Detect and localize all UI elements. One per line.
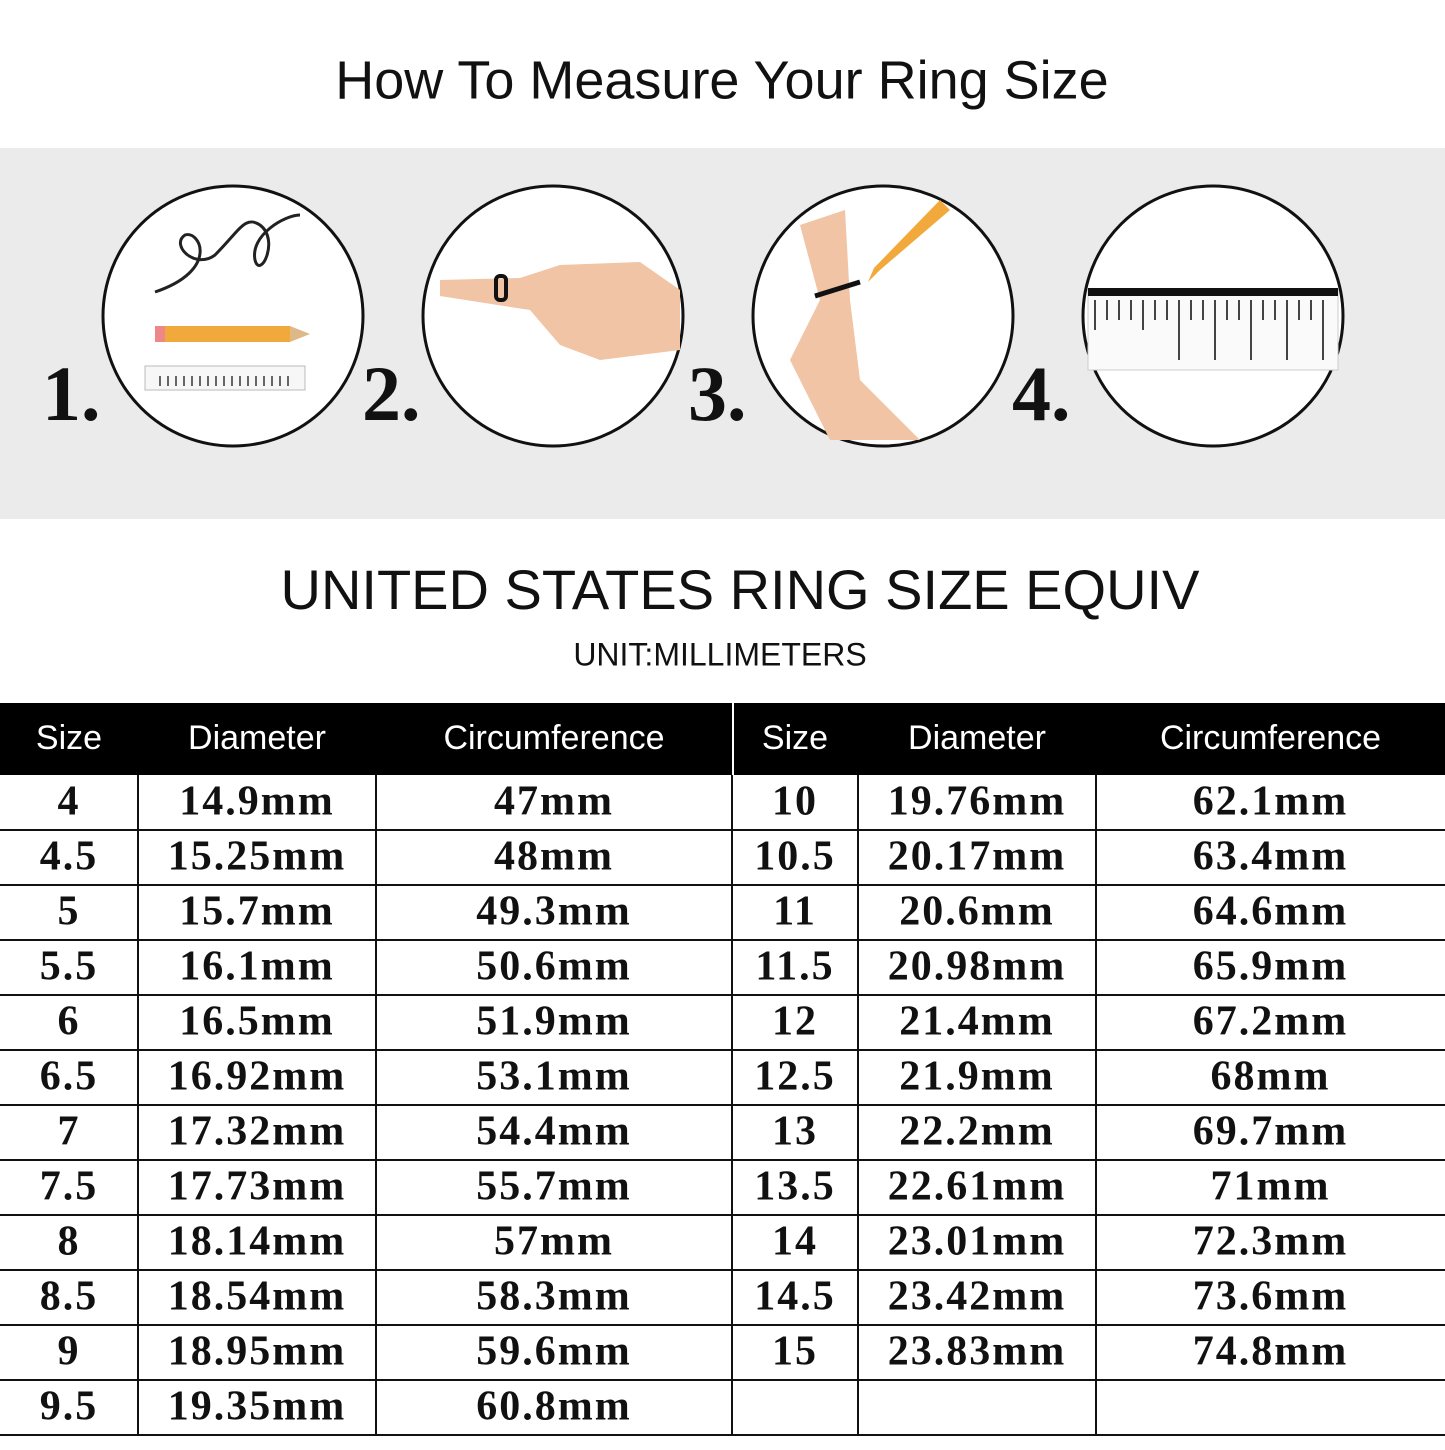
table-cell: 21.4mm xyxy=(899,999,1054,1045)
table-cell: 17.73mm xyxy=(168,1164,346,1210)
table-cell: 23.01mm xyxy=(888,1219,1066,1265)
table-cell: 17.32mm xyxy=(168,1109,346,1155)
table-cell: 22.2mm xyxy=(899,1109,1054,1155)
column-header: Size xyxy=(36,719,102,757)
table-cell: 23.83mm xyxy=(888,1329,1066,1375)
table-cell: 16.92mm xyxy=(168,1054,346,1100)
table-cell: 63.4mm xyxy=(1193,834,1348,880)
table-cell: 58.3mm xyxy=(476,1274,631,1320)
table-cell: 60.8mm xyxy=(476,1384,631,1430)
column-header: Diameter xyxy=(908,719,1046,757)
table-cell: 5.5 xyxy=(40,944,99,990)
table-unit: UNIT:MILLIMETERS xyxy=(573,636,866,672)
table-cell: 69.7mm xyxy=(1193,1109,1348,1155)
step-number: 2. xyxy=(362,350,421,437)
table-header-bg xyxy=(0,703,1445,775)
table-cell: 12.5 xyxy=(754,1054,836,1100)
column-header: Circumference xyxy=(1160,719,1381,757)
table-cell: 8 xyxy=(58,1219,81,1265)
table-cell: 48mm xyxy=(494,834,614,880)
table-cell: 6.5 xyxy=(40,1054,99,1100)
table-cell: 16.5mm xyxy=(179,999,334,1045)
table-cell: 8.5 xyxy=(40,1274,99,1320)
table-cell: 67.2mm xyxy=(1193,999,1348,1045)
table-cell: 18.14mm xyxy=(168,1219,346,1265)
table-cell: 73.6mm xyxy=(1193,1274,1348,1320)
table-cell: 68mm xyxy=(1211,1054,1331,1100)
table-cell: 21.9mm xyxy=(899,1054,1054,1100)
table-cell: 4.5 xyxy=(40,834,99,880)
table-cell: 14.9mm xyxy=(179,779,334,825)
table-cell: 20.17mm xyxy=(888,834,1066,880)
table-cell: 7.5 xyxy=(40,1164,99,1210)
table-cell: 13 xyxy=(772,1109,818,1155)
table-cell: 11.5 xyxy=(755,944,834,990)
table-cell: 15.25mm xyxy=(168,834,346,880)
table-cell: 4 xyxy=(58,779,81,825)
table-cell: 50.6mm xyxy=(476,944,631,990)
table-cell: 10 xyxy=(772,779,818,825)
icon-ruler xyxy=(1087,288,1339,371)
table-cell: 15.7mm xyxy=(179,889,334,935)
table-cell: 72.3mm xyxy=(1193,1219,1348,1265)
table-cell: 54.4mm xyxy=(476,1109,631,1155)
column-header: Circumference xyxy=(443,719,664,757)
table-cell: 62.1mm xyxy=(1193,779,1348,825)
table-cell: 7 xyxy=(58,1109,81,1155)
table-cell: 55.7mm xyxy=(476,1164,631,1210)
table-cell: 18.54mm xyxy=(168,1274,346,1320)
table-cell: 20.98mm xyxy=(888,944,1066,990)
table-cell: 20.6mm xyxy=(899,889,1054,935)
table-cell: 14.5 xyxy=(754,1274,836,1320)
step-number: 4. xyxy=(1012,350,1071,437)
table-cell: 19.76mm xyxy=(888,779,1066,825)
table-cell: 14 xyxy=(772,1219,818,1265)
column-header: Diameter xyxy=(188,719,326,757)
table-cell: 9 xyxy=(58,1329,81,1375)
table-cell: 11 xyxy=(773,889,817,935)
table-cell: 12 xyxy=(772,999,818,1045)
step-number: 3. xyxy=(688,350,747,437)
table-cell: 6 xyxy=(58,999,81,1045)
table-cell: 71mm xyxy=(1211,1164,1331,1210)
table-cell: 59.6mm xyxy=(476,1329,631,1375)
table-cell: 57mm xyxy=(494,1219,614,1265)
page-title: How To Measure Your Ring Size xyxy=(335,50,1108,110)
icon-finger-pencil xyxy=(790,200,950,440)
table-cell: 16.1mm xyxy=(179,944,334,990)
table-cell: 18.95mm xyxy=(168,1329,346,1375)
table-cell: 23.42mm xyxy=(888,1274,1066,1320)
table-cell: 5 xyxy=(58,889,81,935)
table-cell: 47mm xyxy=(494,779,614,825)
table-cell: 64.6mm xyxy=(1193,889,1348,935)
column-header: Size xyxy=(762,719,828,757)
table-cell: 53.1mm xyxy=(476,1054,631,1100)
table-cell: 22.61mm xyxy=(888,1164,1066,1210)
table-cell: 74.8mm xyxy=(1193,1329,1348,1375)
table-cell: 13.5 xyxy=(754,1164,836,1210)
table-cell: 15 xyxy=(772,1329,818,1375)
step-number: 1. xyxy=(42,350,101,437)
table-cell: 10.5 xyxy=(754,834,836,880)
icon-string-pencil-ruler xyxy=(144,213,310,391)
table-title: UNITED STATES RING SIZE EQUIV xyxy=(281,558,1201,621)
table-cell: 19.35mm xyxy=(168,1384,346,1430)
table-cell: 65.9mm xyxy=(1193,944,1348,990)
icon-hand-string xyxy=(440,262,680,360)
table-cell: 51.9mm xyxy=(476,999,631,1045)
table-cell: 49.3mm xyxy=(476,889,631,935)
table-cell: 9.5 xyxy=(40,1384,99,1430)
